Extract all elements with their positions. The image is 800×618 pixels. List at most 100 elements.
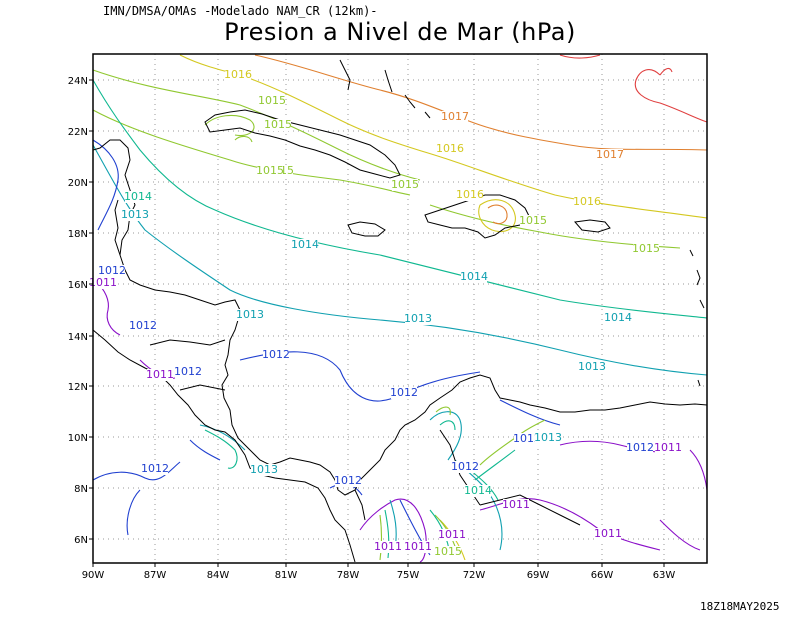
valid-time: 18Z18MAY2025: [700, 600, 780, 613]
isobar-label-bg: [514, 433, 540, 445]
isobar-1014: [439, 420, 456, 431]
isobar-label-1011: 1011: [594, 527, 622, 540]
isobar-label-bg: [655, 442, 681, 454]
border-nicaragua: [179, 384, 226, 391]
isobar-1013: [429, 411, 462, 461]
isobar-label-1012: 1012: [334, 474, 362, 487]
isobar-label-1015: 1015: [256, 164, 284, 177]
isobar-label-bg: [257, 165, 283, 177]
isobar-label-1011: 1011: [89, 276, 117, 289]
isobar-label-bg: [405, 313, 431, 325]
isobar-label-1011: 1011: [654, 441, 682, 454]
isobar-label-bg: [391, 387, 417, 399]
isobar-1011: [689, 449, 708, 491]
isobar-1012: [126, 489, 141, 536]
lat-tick-label: 20N: [68, 178, 88, 189]
isobar-label-bg: [225, 69, 251, 81]
isobar-1018: [559, 54, 601, 59]
isobar-label-bg: [405, 541, 431, 553]
isobar-label-bg: [503, 499, 529, 511]
isobar-label-bg: [175, 366, 201, 378]
isobar-label-bg: [147, 369, 173, 381]
isobar-1017: [487, 204, 508, 225]
isobar-label-bg: [99, 265, 125, 277]
isobar-1016: [478, 199, 516, 233]
isobar-label-bg: [265, 119, 291, 131]
isobar-label-bg: [442, 111, 468, 123]
isobar-1012: [499, 399, 561, 426]
lon-tick-label: 78W: [337, 570, 360, 581]
lat-tick-label: 8N: [74, 484, 88, 495]
isobar-label-1016: 1016: [436, 142, 464, 155]
isobar-label-bg: [605, 312, 631, 324]
isobar-1014: [384, 509, 390, 559]
coastline-puerto-rico: [574, 219, 611, 233]
isobar-label-1012: 1012: [626, 441, 654, 454]
isobar-label-1013: 1013: [534, 431, 562, 444]
coastline-lesser-antilles: [689, 249, 694, 257]
coastline-pacific: [92, 329, 356, 563]
isobar-label-1011: 1011: [146, 368, 174, 381]
isobar-1013: [199, 424, 246, 451]
isobar-label-bg: [292, 239, 318, 251]
map-title: Presion a Nivel de Mar (hPa): [224, 18, 576, 46]
coastline-yucatan: [114, 199, 121, 256]
isobar-label-1013: 1013: [578, 360, 606, 373]
isobar-label-bg: [263, 349, 289, 361]
isobar-label-1012: 1012: [451, 460, 479, 473]
lat-tick-label: 12N: [68, 382, 88, 393]
isobar-label-1015: 1015: [258, 94, 286, 107]
isobar-label-bg: [595, 528, 621, 540]
isobar-1012: [189, 439, 221, 461]
isobar-1011: [659, 519, 701, 551]
isobar-label-1014: 1014: [291, 238, 319, 251]
lon-tick-label: 87W: [144, 570, 167, 581]
isobar-1014: [92, 79, 708, 319]
graticule: [93, 54, 707, 563]
lon-tick-label: 75W: [397, 570, 420, 581]
isobar-label-1013: 1013: [404, 312, 432, 325]
isobar-1014: [474, 449, 516, 481]
isobar-label-1012: 1012: [174, 365, 202, 378]
isobar-label-bg: [439, 529, 465, 541]
isobar-label-1015: 1015: [632, 242, 660, 255]
isobar-label-1017: 1017: [441, 110, 469, 123]
lon-tick-label: 90W: [82, 570, 105, 581]
isobar-label-bg: [251, 464, 277, 476]
isobar-label-1014: 1014: [604, 311, 632, 324]
lon-tick-label: 84W: [207, 570, 230, 581]
isobar-label-1011: 1011: [502, 498, 530, 511]
isobar-label-1017: 1017: [596, 148, 624, 161]
lat-tick-label: 16N: [68, 280, 88, 291]
lat-tick-label: 18N: [68, 229, 88, 240]
isobar-1012: [239, 351, 481, 402]
isobar-label-1016: 1016: [573, 195, 601, 208]
isobar-label-bg: [627, 442, 653, 454]
lat-tick-label: 22N: [68, 127, 88, 138]
lon-tick-label: 66W: [591, 570, 614, 581]
isobar-label-bg: [237, 309, 263, 321]
isobar-label-bg: [392, 179, 418, 191]
isobar-label-bg: [130, 320, 156, 332]
isobar-label-bg: [375, 541, 401, 553]
isobar-1015: [204, 114, 255, 137]
isobar-label-1012: 1012: [129, 319, 157, 332]
isobar-label-bg: [122, 209, 148, 221]
isobar-1016: [179, 54, 708, 219]
isobar-label-1011: 1011: [404, 540, 432, 553]
isobar-label-bg: [520, 215, 546, 227]
coastline-lesser-antilles: [697, 379, 701, 387]
isobar-label-1012: 1012: [141, 462, 169, 475]
isobar-label-bg: [259, 95, 285, 107]
coastline-lesser-antilles: [699, 299, 705, 309]
isobar-1015: [379, 514, 383, 561]
isobar-1015: [435, 406, 451, 416]
isobar-label-1012: 1012: [98, 264, 126, 277]
lon-tick-label: 81W: [275, 570, 298, 581]
isobar-label-bg: [574, 196, 600, 208]
isobar-contours: [92, 54, 708, 563]
isobar-label-1014: 1014: [460, 270, 488, 283]
border-venezuela: [479, 494, 581, 526]
isobar-1013: [92, 144, 708, 376]
